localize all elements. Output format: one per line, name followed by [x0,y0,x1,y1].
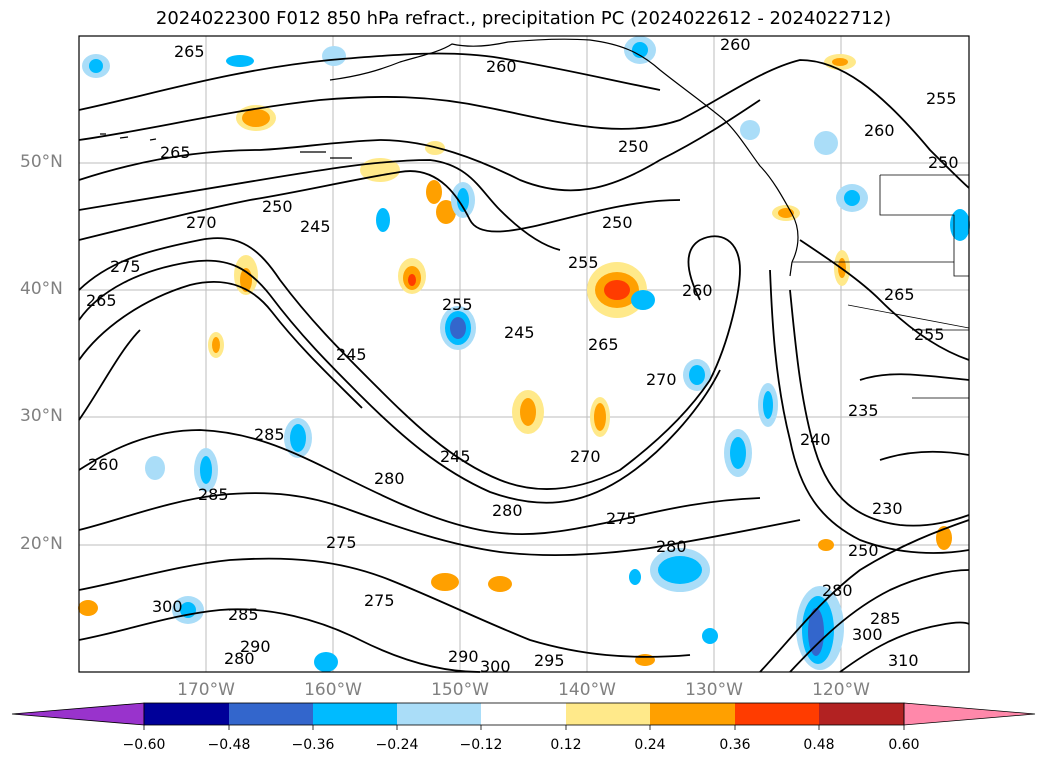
map-border [78,35,970,673]
latitude-label: 40°N [20,279,63,299]
longitude-label: 160°W [304,680,362,700]
longitude-label: 130°W [685,680,743,700]
contour-label: 275 [606,509,637,528]
colorbar-tick-label: 0.60 [888,737,920,753]
precip-patch [226,55,254,67]
longitude-label: 150°W [431,680,489,700]
contour-label: 285 [198,485,229,504]
contour-label: 285 [228,605,259,624]
colorbar-segment [650,703,735,725]
contour-label: 230 [872,499,903,518]
contour-label: 255 [442,295,473,314]
contour-label: 300 [152,597,183,616]
colorbar-tick-label: 0.48 [803,737,835,753]
latitude-label: 30°N [20,406,63,426]
contour-label: 245 [336,345,367,364]
contour-label: 250 [618,137,649,156]
colorbar-tick-label: −0.60 [122,737,166,753]
contour-label: 250 [602,213,633,232]
contour-label: 260 [720,35,751,54]
latitude-label: 50°N [20,152,63,172]
contour-label: 280 [656,537,687,556]
contour-label: 250 [262,197,293,216]
contour-label: 310 [888,651,919,670]
colorbar-tick-label: 0.12 [550,737,582,753]
contour-label: 255 [926,89,957,108]
colorbar-segment [397,703,481,725]
contour-label: 275 [110,257,141,276]
contour-label: 280 [224,649,255,668]
contour-label: 295 [534,651,565,670]
contour-label: 300 [480,657,511,676]
colorbar-extend-low [11,702,145,726]
longitude-label: 170°W [177,680,235,700]
longitude-label: 140°W [558,680,616,700]
colorbar-tick-label: −0.24 [375,737,419,753]
contour-label: 255 [568,253,599,272]
colorbar-segment [144,703,229,725]
colorbar-tick-label: 0.36 [719,737,751,753]
contour-label: 265 [86,291,117,310]
contour-label: 260 [864,121,895,140]
contour-label: 245 [300,217,331,236]
colorbar-tick-label: 0.24 [634,737,666,753]
colorbar-tick-label: −0.36 [291,737,335,753]
contour-label: 290 [448,647,479,666]
contour-label: 260 [88,455,119,474]
colorbar-segment [735,703,819,725]
contour-label: 255 [914,325,945,344]
contour-label: 285 [254,425,285,444]
contour-label: 265 [160,143,191,162]
precipitation-shading [78,36,970,672]
contour-label: 270 [646,370,677,389]
colorbar-tick-label: −0.48 [207,737,251,753]
colorbar-segment [481,703,566,725]
contour-label: 250 [928,153,959,172]
colorbar [11,702,1036,730]
contour-label: 300 [852,625,883,644]
contour-label: 275 [326,533,357,552]
contour-label: 265 [174,42,205,61]
map-title: 2024022300 F012 850 hPa refract., precip… [155,8,892,29]
contour-label: 235 [848,401,879,420]
colorbar-extend-high [903,702,1036,726]
contour-label: 290 [240,637,271,656]
contour-label: 270 [570,447,601,466]
refractivity-contours [78,52,970,673]
contour-label: 250 [848,541,879,560]
contour-label: 260 [486,57,517,76]
colorbar-segment [566,703,650,725]
colorbar-tick-label: −0.12 [459,737,503,753]
contour-label: 245 [440,447,471,466]
contour-label: 265 [884,285,915,304]
contour-label-layer: 265 260 260 255 260 250 265 250 270 245 … [86,35,959,676]
contour-label: 270 [186,213,217,232]
contour-label: 265 [588,335,619,354]
contour-label: 285 [870,609,901,628]
longitude-label: 120°W [812,680,870,700]
contour-label: 245 [504,323,535,342]
contour-label: 240 [800,430,831,449]
contour-label: 280 [492,501,523,520]
colorbar-segment [313,703,397,725]
contour-label: 275 [364,591,395,610]
latitude-label: 20°N [20,534,63,554]
contour-label: 280 [822,581,853,600]
colorbar-segment [819,703,904,725]
contour-label: 260 [682,281,713,300]
colorbar-segment [229,703,313,725]
contour-label: 280 [374,469,405,488]
